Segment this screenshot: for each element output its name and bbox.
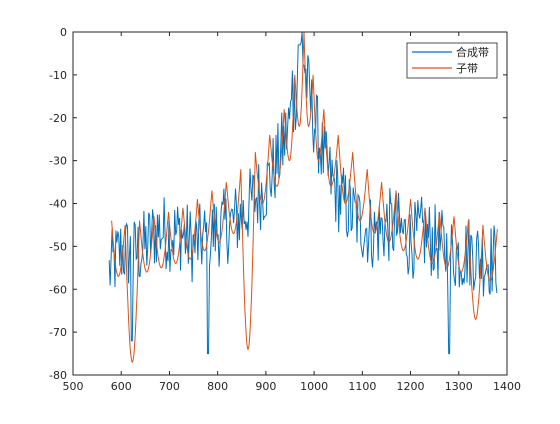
legend-label-synthetic-band: 合成带	[456, 45, 489, 59]
x-tick-label: 600	[111, 380, 132, 393]
tick-layer: 500 600 700 800 900 1000 1100 1200 1300 1400 0 -10 -…	[49, 26, 521, 393]
x-tick-label: 900	[255, 380, 276, 393]
x-tick-label: 1300	[445, 380, 473, 393]
x-tick-label: 700	[159, 380, 180, 393]
x-tick-label: 1100	[348, 380, 376, 393]
y-tick-label: -40	[49, 198, 67, 211]
legend[interactable]: 合成带 子带	[406, 42, 498, 79]
x-tick-label: 800	[207, 380, 228, 393]
x-tick-label: 500	[63, 380, 84, 393]
y-tick-label: -10	[49, 69, 67, 82]
y-tick-label: 0	[60, 26, 67, 39]
y-tick-label: -70	[49, 326, 67, 339]
y-tick-label: -50	[49, 240, 67, 253]
x-tick-label: 1000	[300, 380, 328, 393]
y-tick-label: -60	[49, 283, 67, 296]
legend-label-subband: 子带	[456, 62, 478, 75]
y-tick-label: -30	[49, 155, 67, 168]
x-tick-label: 1200	[397, 380, 425, 393]
legend-box	[406, 42, 498, 79]
y-tick-label: -20	[49, 112, 67, 125]
x-tick-label: 1400	[493, 380, 521, 393]
y-tick-label: -80	[49, 369, 67, 382]
plot-area	[73, 32, 507, 375]
